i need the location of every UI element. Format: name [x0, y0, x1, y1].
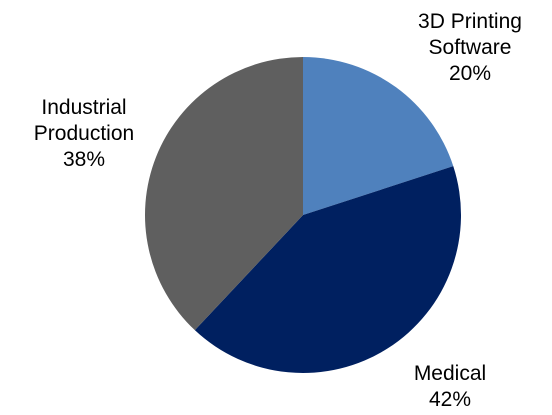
- slice-label-line: Industrial: [41, 96, 127, 119]
- slice-label-line: 3D Printing: [418, 10, 522, 33]
- slice-label-line: Medical: [413, 362, 487, 385]
- slice-percent: 42%: [428, 388, 472, 411]
- slice-label-medical: Medical 42%: [414, 361, 486, 413]
- slice-label-3d-printing-software: 3D Printing Software 20%: [418, 9, 522, 87]
- pie-slice-2: [144, 56, 303, 331]
- slice-percent: 20%: [448, 62, 492, 85]
- pie-slice-1: [194, 166, 462, 374]
- pie-slice-0: [303, 57, 454, 215]
- slice-label-industrial-production: Industrial Production 38%: [34, 95, 134, 173]
- slice-label-line: Production: [33, 122, 135, 145]
- slice-percent: 38%: [62, 148, 106, 171]
- slice-label-line: Software: [428, 36, 512, 59]
